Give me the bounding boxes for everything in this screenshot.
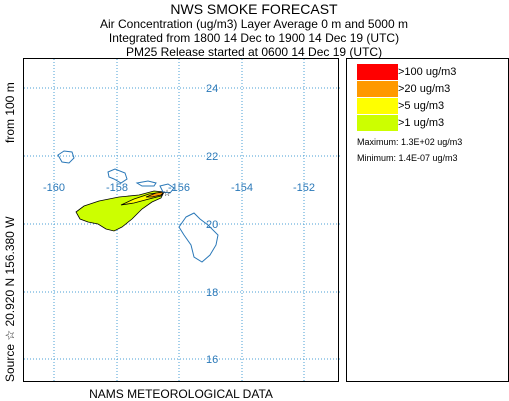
lon-label-158: -158	[106, 182, 128, 194]
lon-label-156: -156	[168, 182, 190, 194]
lat-label-20: 20	[206, 219, 218, 231]
minimum-concentration: Minimum: 1.4E-07 ug/m3	[357, 153, 458, 163]
molokai-coast	[135, 180, 157, 187]
legend-swatch-1	[357, 115, 398, 131]
maui-coast	[159, 183, 175, 194]
lon-label-152: -152	[293, 182, 315, 194]
kauai-coast	[57, 150, 75, 164]
lon-label-160: -160	[43, 182, 65, 194]
source-side-panel: Source ☆ 20.920 N 156.380 W from 100 m	[2, 58, 20, 382]
source-location-label: Source ☆ 20.920 N 156.380 W	[3, 216, 17, 382]
legend-label-20: >20 ug/m3	[398, 83, 451, 95]
lat-label-24: 24	[206, 83, 218, 95]
legend-swatch-100	[357, 64, 398, 80]
legend-label-100: >100 ug/m3	[398, 66, 457, 78]
legend-swatch-5	[357, 98, 398, 114]
met-data-source: NAMS METEOROLOGICAL DATA	[89, 387, 273, 401]
coastlines	[57, 150, 219, 263]
hawaii-island-coast	[178, 212, 219, 263]
oahu-coast	[107, 168, 128, 184]
release-info: PM25 Release started at 0600 14 Dec 19 (…	[125, 45, 383, 59]
forecast-title: NWS SMOKE FORECAST	[170, 1, 338, 17]
lon-labels: -160 -158 -156 -154 -152	[43, 182, 315, 194]
lat-label-22: 22	[206, 151, 218, 163]
release-height-label: from 100 m	[3, 82, 17, 143]
plume-over-20	[145, 191, 166, 198]
lon-label-154: -154	[231, 182, 253, 194]
lat-label-18: 18	[206, 287, 218, 299]
integration-period: Integrated from 1800 14 Dec to 1900 14 D…	[108, 31, 400, 45]
concentration-legend: >100 ug/m3 >20 ug/m3 >5 ug/m3 >1 ug/m3 M…	[346, 58, 509, 382]
smoke-map[interactable]: ☆ 24 22 20 18 16 -160 -158 -156 -154 -15…	[23, 58, 340, 383]
lat-label-16: 16	[206, 354, 218, 366]
lat-labels: 24 22 20 18 16	[206, 83, 218, 366]
maximum-concentration: Maximum: 1.3E+02 ug/m3	[357, 137, 463, 147]
concentration-description: Air Concentration (ug/m3) Layer Average …	[100, 17, 408, 31]
graticule	[24, 59, 340, 383]
source-star-icon: ☆	[163, 189, 171, 199]
legend-label-1: >1 ug/m3	[398, 117, 445, 129]
legend-label-5: >5 ug/m3	[398, 100, 445, 112]
map-canvas: ☆ 24 22 20 18 16 -160 -158 -156 -154 -15…	[24, 59, 340, 383]
legend-swatch-20	[357, 81, 398, 97]
